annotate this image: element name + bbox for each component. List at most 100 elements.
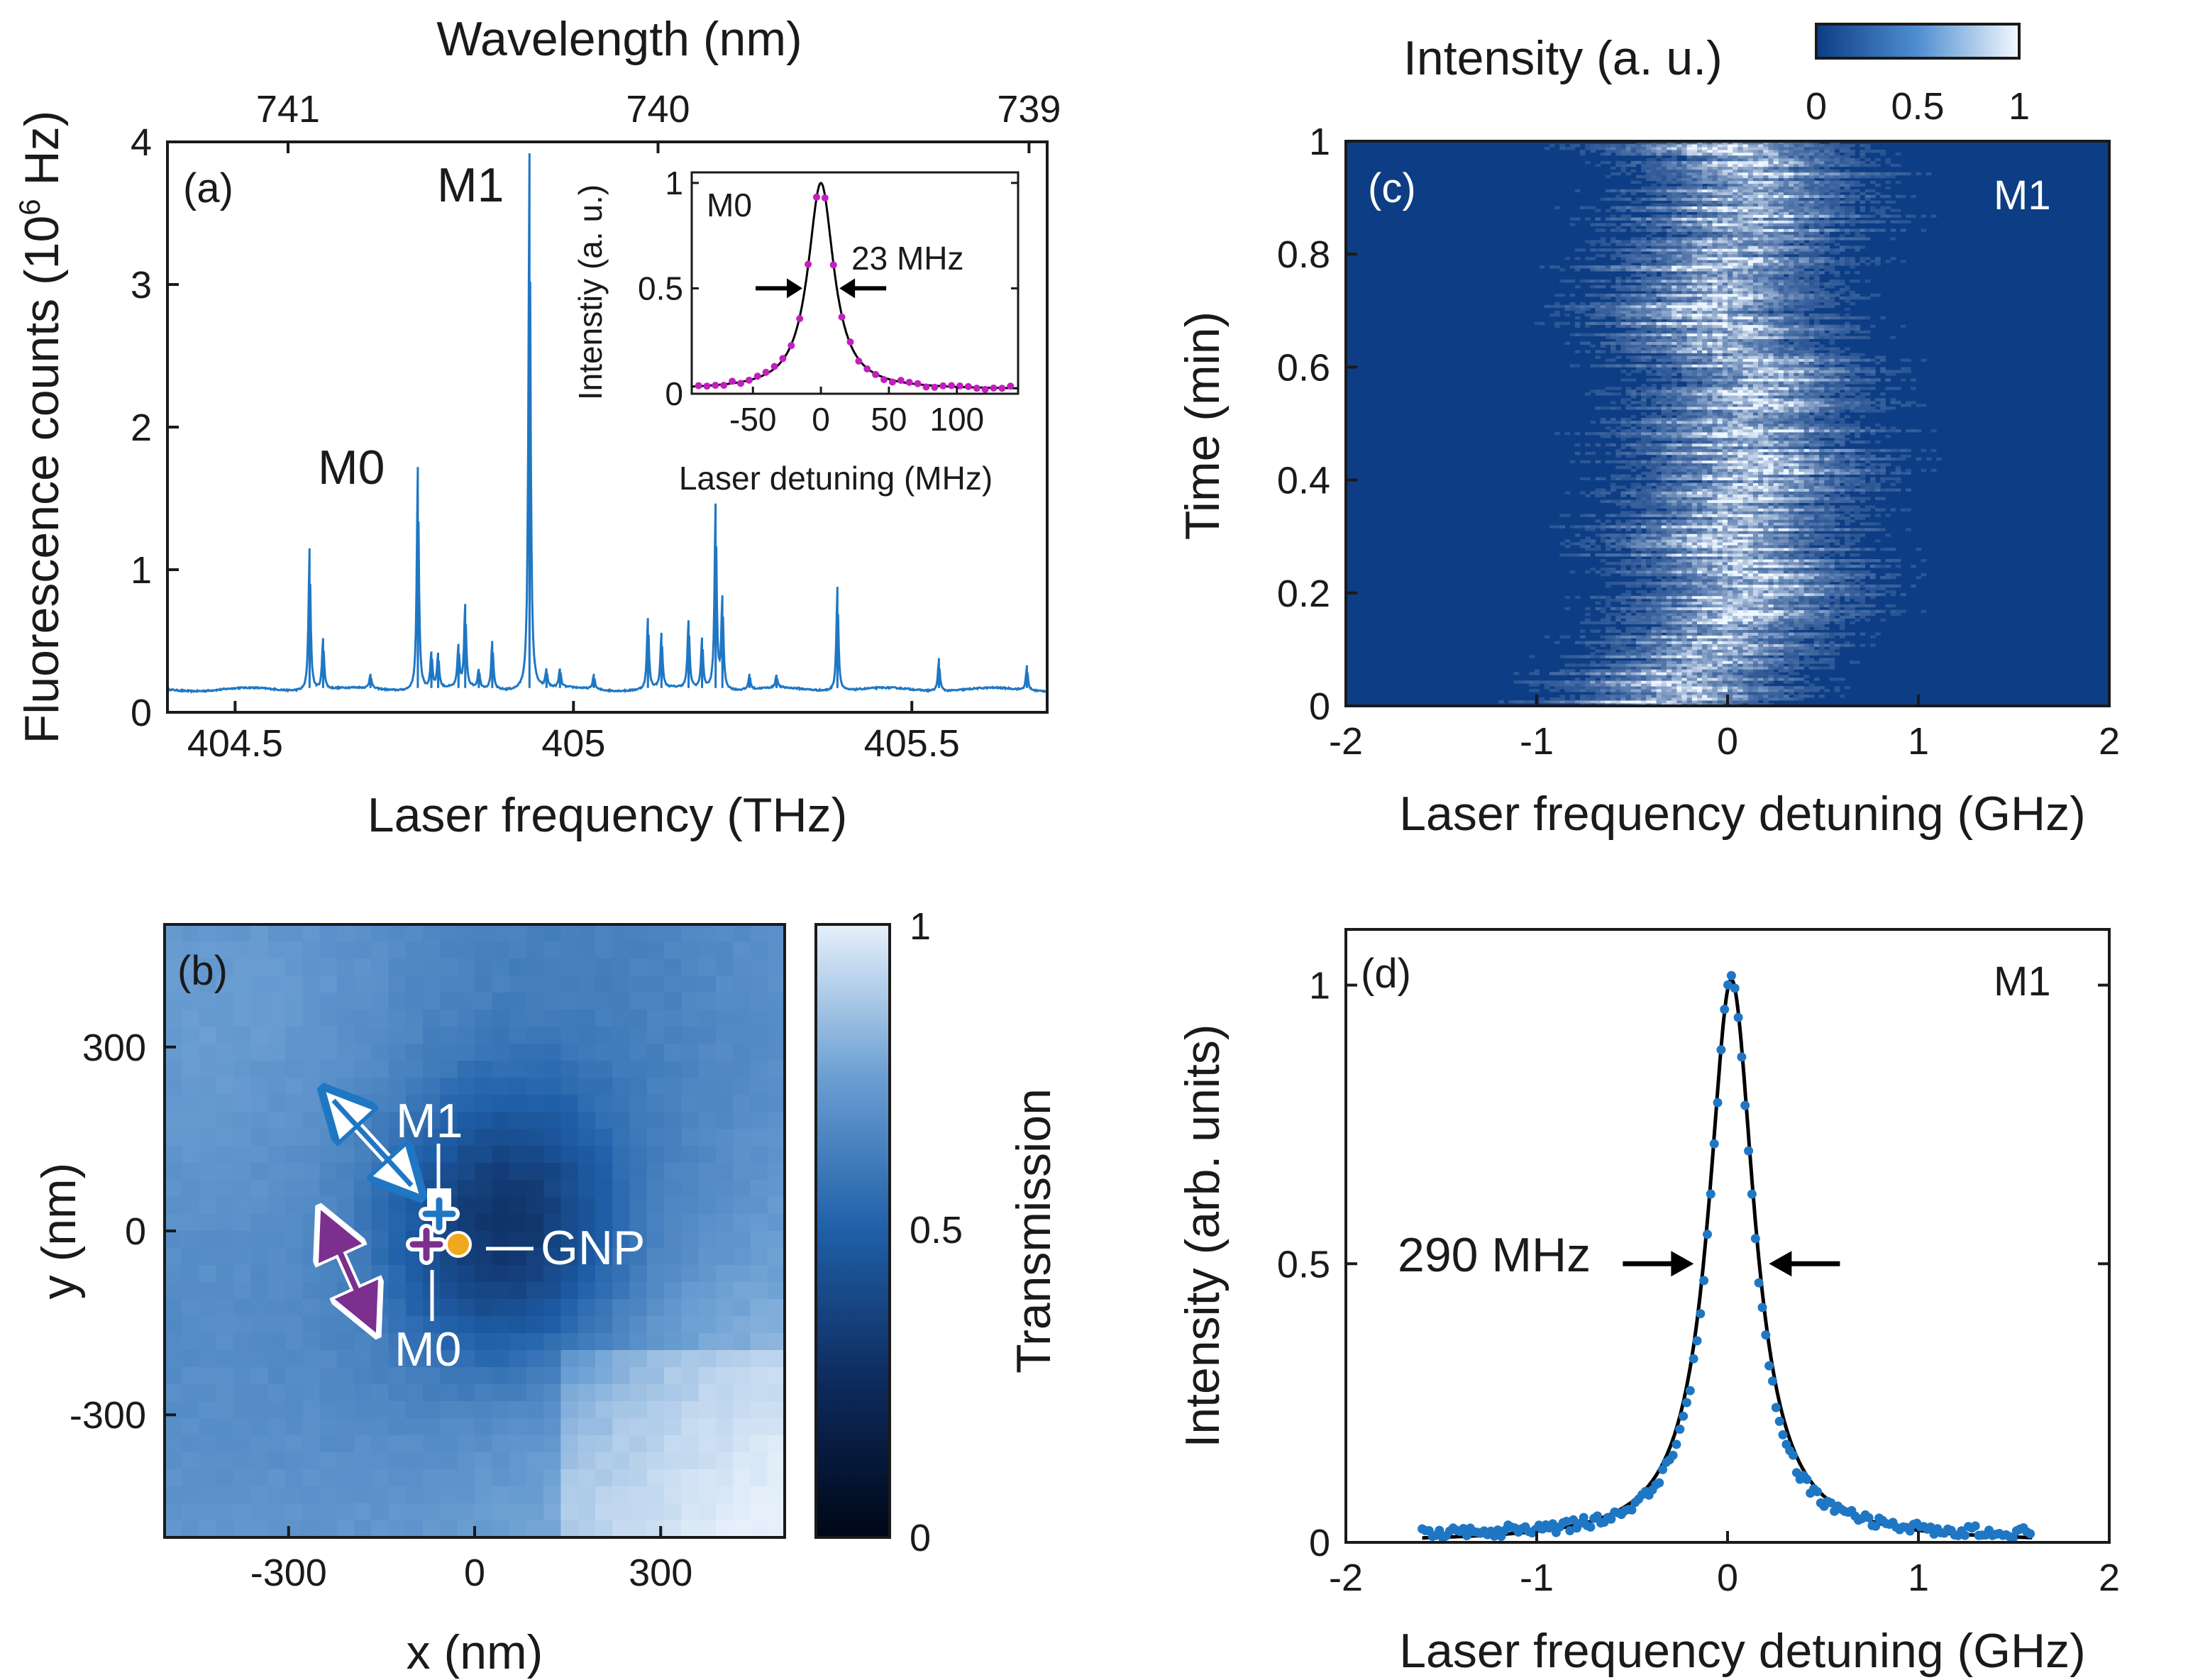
time-trace-pixel xyxy=(1686,615,1693,619)
time-trace-pixel xyxy=(1585,641,1591,644)
time-trace-pixel xyxy=(1819,553,1825,557)
transmission-pixel xyxy=(509,1146,527,1164)
time-trace-pixel xyxy=(1758,568,1764,571)
time-trace-pixel xyxy=(1813,514,1820,517)
transmission-pixel xyxy=(440,1265,458,1283)
transmission-pixel xyxy=(405,1367,424,1385)
transmission-pixel xyxy=(629,993,648,1010)
time-trace-pixel xyxy=(1635,661,1642,664)
time-trace-pixel xyxy=(1672,573,1677,577)
time-trace-pixel xyxy=(1824,534,1830,537)
transmission-pixel xyxy=(475,924,492,942)
time-trace-pixel xyxy=(1789,522,1794,526)
time-trace-pixel xyxy=(1763,638,1769,641)
time-trace-pixel xyxy=(1845,598,1850,602)
time-trace-pixel xyxy=(1712,612,1718,617)
time-trace-pixel xyxy=(1681,590,1688,594)
time-trace-pixel xyxy=(1758,551,1764,554)
time-trace-pixel xyxy=(1773,559,1779,563)
time-trace-pixel xyxy=(1717,505,1723,509)
time-trace-pixel xyxy=(1666,621,1672,624)
time-trace-pixel xyxy=(1712,534,1718,537)
time-trace-pixel xyxy=(1783,655,1789,658)
time-trace-pixel xyxy=(1763,516,1769,520)
time-trace-pixel xyxy=(1808,598,1815,602)
time-trace-pixel xyxy=(1763,531,1769,534)
time-trace-pixel xyxy=(1742,542,1749,546)
time-trace-pixel xyxy=(1880,592,1886,597)
time-trace-pixel xyxy=(1615,534,1621,537)
time-trace-pixel xyxy=(1808,615,1815,619)
time-trace-pixel xyxy=(1789,551,1794,554)
time-trace-pixel xyxy=(1758,505,1764,509)
time-trace-pixel xyxy=(1875,528,1881,531)
time-trace-pixel xyxy=(1778,539,1784,543)
time-trace-pixel xyxy=(1824,497,1830,500)
transmission-pixel xyxy=(715,1265,734,1283)
time-trace-pixel xyxy=(1839,499,1845,503)
panel-a-y-axis-title-main: Fluorescence counts (10 xyxy=(15,216,69,744)
time-trace-pixel xyxy=(1747,632,1754,636)
time-trace-pixel xyxy=(1717,652,1723,656)
time-trace-pixel xyxy=(1641,615,1647,619)
transmission-pixel xyxy=(629,941,648,959)
transmission-pixel xyxy=(733,924,751,942)
time-trace-pixel xyxy=(1605,534,1611,537)
transmission-pixel xyxy=(457,1367,475,1385)
time-trace-pixel xyxy=(1651,559,1657,563)
time-trace-pixel xyxy=(1600,663,1606,667)
time-trace-pixel xyxy=(1789,581,1794,585)
panel-a-y-tick-label: 2 xyxy=(131,407,152,449)
time-trace-pixel xyxy=(1702,505,1708,509)
time-trace-pixel xyxy=(1676,542,1682,546)
transmission-pixel xyxy=(371,1248,389,1266)
transmission-pixel xyxy=(509,993,527,1010)
transmission-pixel xyxy=(233,1265,251,1283)
transmission-pixel xyxy=(354,1333,372,1351)
time-trace-pixel xyxy=(1580,669,1586,673)
transmission-pixel xyxy=(165,1061,182,1078)
time-trace-pixel xyxy=(1646,494,1652,497)
time-trace-pixel xyxy=(1747,528,1754,531)
time-trace-pixel xyxy=(1712,649,1718,653)
time-trace-pixel xyxy=(1651,565,1657,568)
time-trace-pixel xyxy=(1676,516,1682,520)
time-trace-pixel xyxy=(1783,609,1789,614)
time-trace-pixel xyxy=(1635,663,1642,667)
time-trace-pixel xyxy=(1758,695,1764,698)
time-trace-pixel xyxy=(1722,590,1728,594)
transmission-pixel xyxy=(182,1027,200,1044)
transmission-pixel xyxy=(457,1350,475,1368)
time-trace-pixel xyxy=(1747,565,1754,568)
time-trace-pixel xyxy=(1697,519,1703,523)
time-trace-pixel xyxy=(1717,551,1723,554)
transmission-map-pixels xyxy=(165,924,785,1537)
transmission-pixel xyxy=(698,1333,717,1351)
time-trace-pixel xyxy=(1656,581,1662,585)
transmission-pixel xyxy=(388,1333,407,1351)
time-trace-pixel xyxy=(1620,655,1627,658)
time-trace-pixel xyxy=(1672,565,1677,568)
transmission-pixel xyxy=(440,1435,458,1453)
time-trace-pixel xyxy=(1641,626,1647,630)
time-trace-pixel xyxy=(1733,536,1738,540)
transmission-pixel xyxy=(646,1010,665,1027)
time-trace-pixel xyxy=(1554,680,1560,684)
transmission-pixel xyxy=(526,1435,544,1453)
transmission-pixel xyxy=(526,1095,544,1112)
time-trace-pixel xyxy=(1605,689,1611,692)
time-trace-pixel xyxy=(1758,678,1764,681)
time-trace-pixel xyxy=(1691,568,1698,571)
time-trace-pixel xyxy=(1656,598,1662,602)
time-trace-pixel xyxy=(1590,629,1596,633)
transmission-pixel xyxy=(440,1146,458,1164)
time-trace-pixel xyxy=(1747,615,1754,619)
transmission-pixel xyxy=(284,1435,303,1453)
time-trace-pixel xyxy=(1752,545,1759,548)
transmission-pixel xyxy=(715,1367,734,1385)
time-trace-pixel xyxy=(1808,607,1815,611)
time-trace-pixel xyxy=(1590,652,1596,656)
transmission-pixel xyxy=(250,993,269,1010)
time-trace-pixel xyxy=(1600,559,1606,563)
time-trace-pixel xyxy=(1803,553,1810,557)
